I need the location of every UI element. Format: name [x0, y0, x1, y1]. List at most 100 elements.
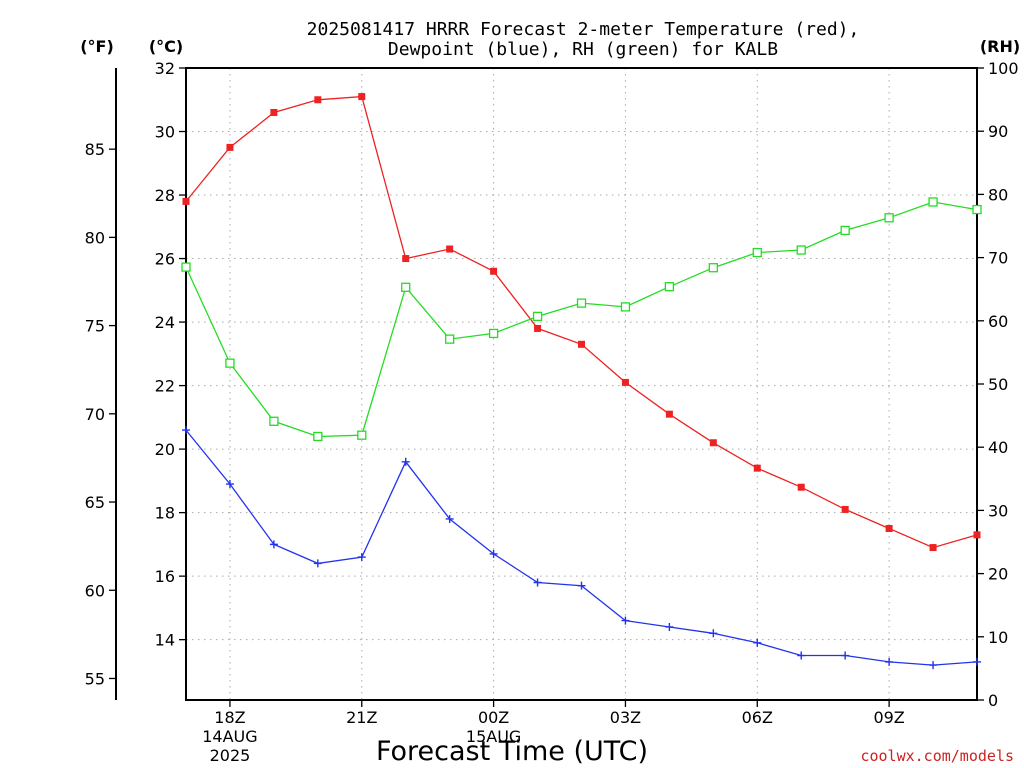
rh-point: [181, 262, 191, 272]
temperature-point: [841, 505, 849, 513]
dewpoint-point: [885, 657, 894, 666]
temperature-point: [402, 255, 410, 263]
fahrenheit-tick-label: 60: [85, 581, 105, 600]
temperature-point: [358, 93, 366, 101]
rh-point: [445, 334, 455, 344]
rh-tick-label: 90: [988, 122, 1008, 141]
dewpoint-point: [445, 514, 454, 523]
x-tick-label: 06Z: [742, 708, 773, 727]
rh-tick-label: 60: [988, 312, 1008, 331]
temperature-point: [929, 544, 937, 552]
rh-point: [357, 430, 367, 440]
temperature-point: [621, 378, 629, 386]
grid-lines: [186, 68, 977, 700]
dewpoint-point: [709, 629, 718, 638]
data-series: [181, 93, 982, 670]
dewpoint-point: [929, 661, 938, 670]
dewpoint-point: [269, 540, 278, 549]
chart-title-line2: Dewpoint (blue), RH (green) for KALB: [388, 39, 778, 60]
rh-point: [532, 311, 543, 322]
dewpoint-point: [753, 638, 762, 647]
fahrenheit-tick-label: 75: [85, 317, 105, 336]
rh-point: [401, 282, 411, 292]
celsius-unit-label: (°C): [149, 37, 183, 56]
rh-point: [840, 225, 850, 236]
temperature-point: [797, 483, 805, 491]
dewpoint-point: [182, 426, 190, 435]
temperature-point: [490, 267, 498, 275]
chart-title-line1: 2025081417 HRRR Forecast 2-meter Tempera…: [307, 19, 860, 40]
rh-point: [928, 197, 938, 207]
rh-point: [313, 431, 323, 442]
dewpoint-point: [841, 651, 850, 660]
celsius-tick-label: 16: [155, 567, 175, 586]
plot-frame: [185, 67, 978, 701]
x-tick-label: 03Z: [610, 708, 641, 727]
celsius-tick-label: 14: [155, 631, 175, 650]
rh-point: [796, 245, 806, 255]
temperature-point: [314, 96, 322, 104]
rh-tick-label: 80: [988, 185, 1008, 204]
rh-point: [664, 282, 675, 292]
rh-point: [269, 416, 279, 426]
temperature-point: [534, 324, 542, 332]
celsius-tick-label: 26: [155, 250, 175, 269]
dewpoint-point: [401, 457, 410, 466]
x-tick-label: 18Z: [214, 708, 245, 727]
fahrenheit-tick-label: 85: [85, 140, 105, 159]
fahrenheit-tick-label: 55: [85, 669, 105, 688]
fahrenheit-tick-label: 70: [85, 405, 105, 424]
temperature-point: [270, 108, 278, 116]
celsius-tick-label: 32: [155, 59, 175, 78]
dewpoint-point: [357, 553, 366, 562]
celsius-tick-label: 30: [155, 123, 175, 142]
rh-tick-label: 10: [988, 628, 1008, 647]
dewpoint-point: [973, 657, 981, 666]
rh-point: [488, 328, 499, 339]
celsius-tick-label: 20: [155, 440, 175, 459]
rh-tick-label: 70: [988, 249, 1008, 268]
dewpoint-point: [225, 480, 234, 489]
dewpoint-line: [185, 429, 978, 666]
x-tick-date: 15AUG: [466, 727, 521, 746]
credit-text: coolwx.com/models: [860, 747, 1014, 765]
temperature-point: [709, 439, 717, 447]
temperature-point: [973, 531, 981, 539]
celsius-tick-label: 28: [155, 186, 175, 205]
fahrenheit-tick-label: 65: [85, 493, 105, 512]
rh-line: [185, 201, 978, 438]
dewpoint-point: [313, 559, 322, 568]
x-tick-label: 00Z: [478, 708, 509, 727]
rh-point: [752, 247, 762, 258]
rh-tick-label: 100: [988, 59, 1019, 78]
dewpoint-point: [621, 616, 630, 625]
celsius-tick-label: 18: [155, 504, 175, 523]
rh-point: [576, 298, 587, 308]
rh-tick-label: 40: [988, 438, 1008, 457]
rh-point: [884, 213, 894, 223]
dewpoint-point: [533, 578, 542, 587]
temperature-point: [665, 410, 673, 418]
fahrenheit-tick-label: 80: [85, 228, 105, 247]
rh-unit-label: (RH): [980, 37, 1020, 56]
rh-tick-label: 0: [988, 691, 998, 710]
rh-point: [708, 263, 718, 273]
dewpoint-point: [797, 651, 806, 660]
temperature-point: [578, 340, 585, 348]
temperature-point: [885, 525, 893, 533]
fahrenheit-unit-label: (°F): [80, 37, 114, 56]
celsius-tick-label: 22: [155, 377, 175, 396]
temperature-point: [182, 197, 190, 205]
rh-point: [225, 358, 235, 368]
x-tick-date: 14AUG: [202, 727, 257, 746]
x-tick-label: 09Z: [873, 708, 904, 727]
dewpoint-point: [489, 549, 498, 558]
rh-tick-label: 50: [988, 375, 1008, 394]
temperature-point: [753, 464, 761, 472]
rh-tick-label: 20: [988, 565, 1008, 584]
rh-point: [972, 204, 982, 215]
axes: 14 16 18 20 22 24 26 28 30 32 55 60 65 70 75 80 85 0 10 20 3…: [85, 59, 1019, 765]
celsius-tick-label: 24: [155, 313, 175, 332]
dewpoint-point: [665, 622, 674, 631]
